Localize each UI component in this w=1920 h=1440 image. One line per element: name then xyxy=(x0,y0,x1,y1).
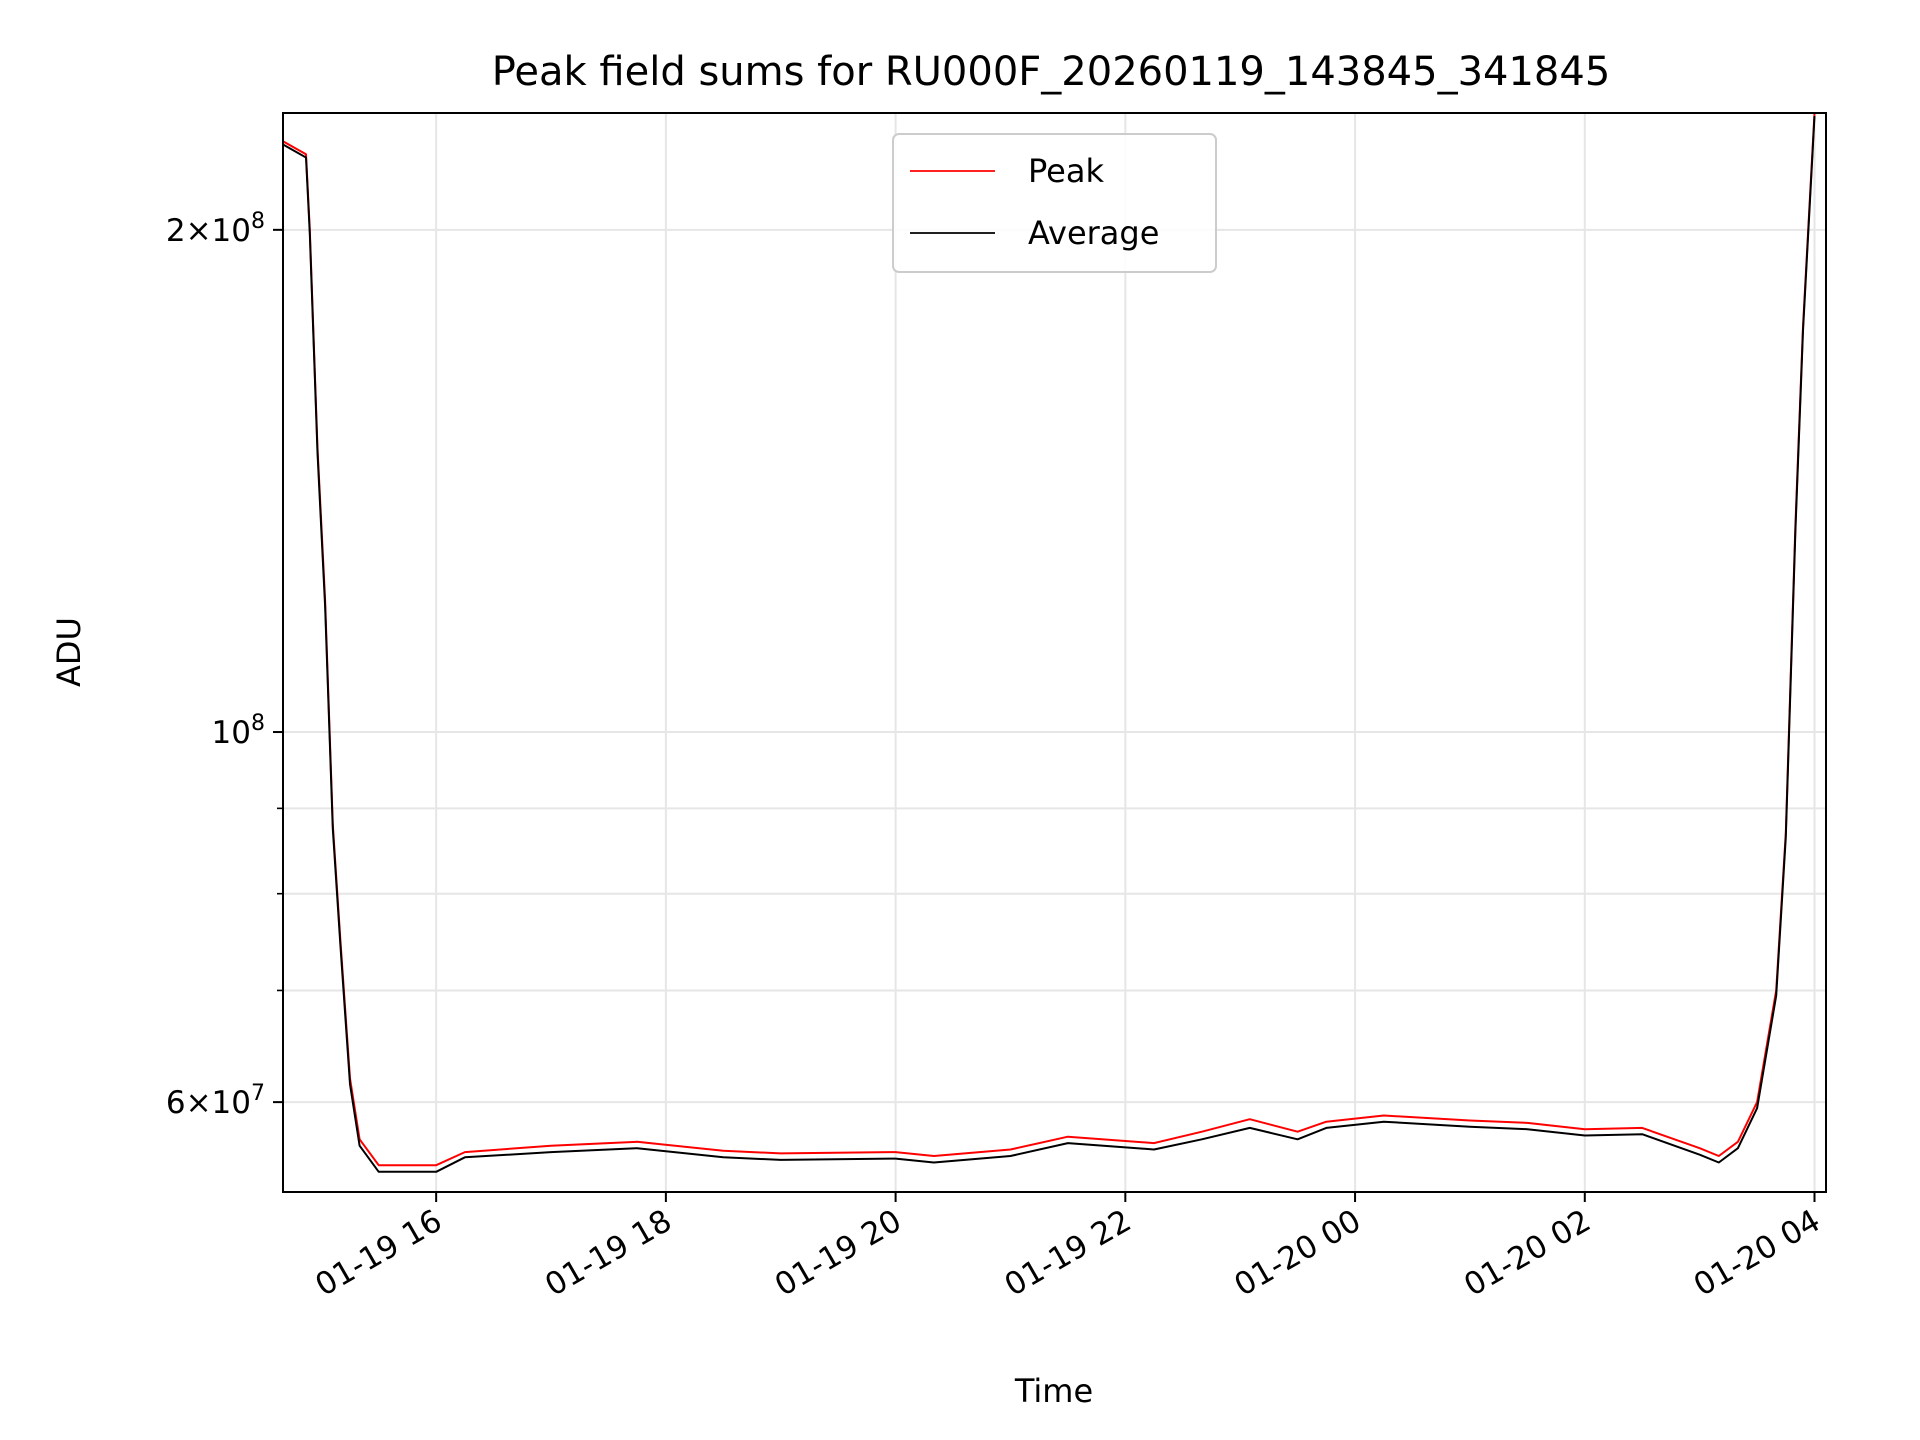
series-layer xyxy=(283,113,1816,1173)
y-axis-label: ADU xyxy=(50,617,88,687)
plot-area xyxy=(282,112,1827,1193)
y-axis: 6×107 108 2×108 xyxy=(166,209,283,1121)
chart-title: Peak field sums for RU000F_20260119_1438… xyxy=(492,49,1611,95)
plot-background xyxy=(283,113,1826,1192)
y-tick-label-0: 6×107 xyxy=(166,1081,265,1121)
legend: Peak Average xyxy=(892,133,1217,273)
x-axis-label: Time xyxy=(1014,1372,1093,1410)
plot-frame xyxy=(282,112,1827,1193)
y-tick-label-1: 108 xyxy=(212,711,265,751)
series-line-average xyxy=(283,116,1816,1173)
legend-label-average: Average xyxy=(1028,214,1159,252)
y-tick-label-2: 2×108 xyxy=(166,209,265,249)
legend-label-peak: Peak xyxy=(1028,152,1104,190)
legend-frame xyxy=(892,133,1217,273)
